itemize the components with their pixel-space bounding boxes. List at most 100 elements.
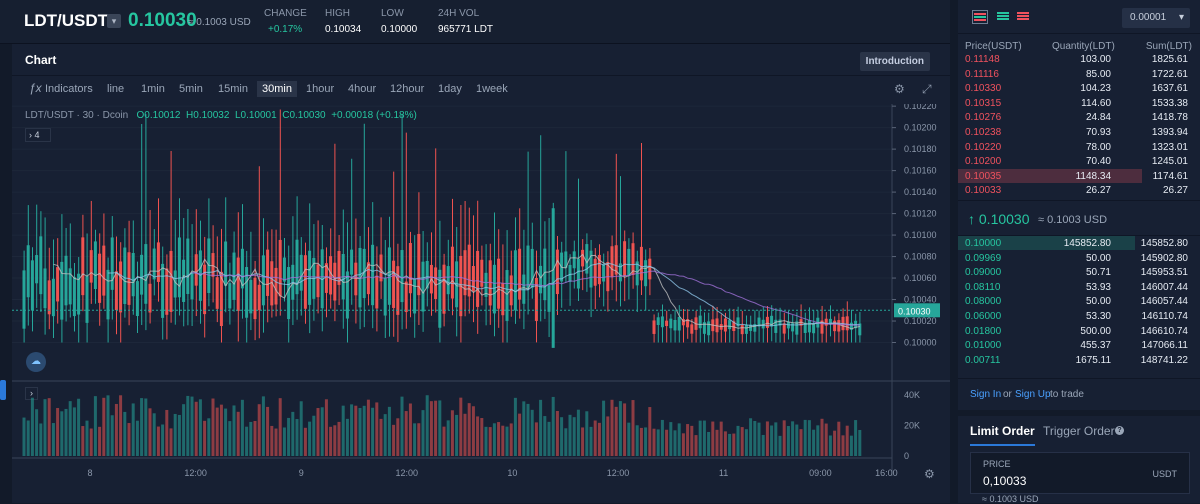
interval-1hour[interactable]: 1hour [306, 83, 335, 95]
volume-bar [249, 421, 253, 456]
gear-icon: ⚙ [924, 467, 935, 481]
candle-body [64, 255, 68, 306]
volume-bar [215, 407, 219, 456]
volume-bar [627, 422, 631, 456]
bid-row[interactable]: 0.08000 50.00 146057.44 [958, 294, 1200, 309]
moving-average-line [53, 253, 860, 330]
tab-trigger-order[interactable]: Trigger Order [1043, 424, 1115, 438]
legend-symbol: LDT/USDT · 30 · Dcoin [25, 110, 129, 121]
volume-bar [287, 417, 291, 456]
candle-body [593, 258, 597, 286]
ask-row[interactable]: 0.10200 70.40 1245.01 [958, 154, 1200, 169]
both-icon[interactable] [972, 10, 988, 24]
volume-bar [858, 429, 862, 456]
bid-row[interactable]: 0.01000 455.37 147066.11 [958, 338, 1200, 353]
stat-volume: 24H VOL 965771 LDT [438, 8, 493, 35]
ask-row[interactable]: 0.10315 114.60 1533.38 [958, 96, 1200, 111]
stat-label: HIGH [325, 8, 350, 19]
bid-row[interactable]: 0.01800 500.00 146610.74 [958, 324, 1200, 339]
price-approx-usd: ≈ 0.1003 USD [982, 494, 1039, 504]
bid-qty: 455.37 [1080, 340, 1111, 352]
indicators-button[interactable]: Indicators [45, 83, 93, 95]
ask-row[interactable]: 0.10220 78.00 1323.01 [958, 140, 1200, 155]
interval-1week[interactable]: 1week [476, 83, 508, 95]
ask-row[interactable]: 0.10033 26.27 26.27 [958, 183, 1200, 198]
chevron-down-icon[interactable]: ▾ [107, 14, 121, 28]
ask-row[interactable]: 0.10035 1148.34 1174.61 [958, 168, 1200, 184]
fullscreen-icon[interactable]: ⤢ [922, 82, 932, 96]
bid-row[interactable]: 0.10000 145852.80 145852.80 [958, 236, 1200, 251]
volume-bar [30, 397, 34, 456]
candle-body [526, 245, 530, 290]
bid-row[interactable]: 0.08110 53.93 146007.44 [958, 280, 1200, 295]
bids-list: 0.10000 145852.80 145852.80 0.09969 50.00 145… [958, 236, 1200, 374]
settings-icon[interactable]: ⚙ [894, 82, 905, 96]
asks-icon[interactable] [1016, 10, 1032, 24]
interval-12hour[interactable]: 12hour [390, 83, 425, 95]
volume-bar [442, 426, 446, 456]
interval-30min[interactable]: 30min [257, 81, 297, 97]
candle-body [849, 322, 853, 330]
candle-body [723, 318, 727, 332]
candle-body [270, 261, 274, 306]
volume-bar [207, 418, 211, 456]
time-tick-label: 09:00 [809, 468, 832, 478]
interval-4hour[interactable]: 4hour [348, 83, 377, 95]
ask-row[interactable]: 0.10330 104.23 1637.61 [958, 81, 1200, 96]
precision-select[interactable]: 0.00001 ▾ [1122, 8, 1190, 28]
volume-bar [161, 424, 165, 456]
bid-price: 0.01000 [965, 340, 1002, 352]
ask-row[interactable]: 0.10238 70.93 1393.94 [958, 125, 1200, 140]
candle-body [837, 320, 841, 332]
ask-qty: 85.00 [1085, 68, 1111, 80]
price-value[interactable]: 0,10033 [983, 474, 1027, 488]
bid-row[interactable]: 0.09969 50.00 145902.80 [958, 251, 1200, 266]
candlestick-chart[interactable]: 0.10220 0.10200 0.10180 0.10160 0.10140 0.101… [12, 104, 950, 489]
bid-price: 0.08110 [965, 281, 1001, 293]
pair-name[interactable]: LDT/USDT [24, 11, 109, 30]
side-drag-handle[interactable] [0, 380, 6, 400]
price-input[interactable]: PRICE 0,10033 USDT [970, 452, 1190, 494]
bid-row[interactable]: 0.09000 50.71 145953.51 [958, 265, 1200, 280]
ask-qty: 70.93 [1085, 126, 1111, 138]
info-icon[interactable]: ? [1115, 426, 1124, 435]
volume-bar [744, 429, 748, 456]
volume-bar [778, 435, 782, 456]
candles [22, 109, 862, 348]
volume-bar [396, 418, 400, 456]
indicator-collapse-button[interactable]: › 4 [25, 128, 51, 142]
bids-icon[interactable] [996, 10, 1012, 24]
bid-row[interactable]: 0.06000 53.30 146110.74 [958, 309, 1200, 324]
candle-body [114, 271, 118, 311]
volume-tick-label: 0 [904, 451, 909, 461]
volume-bar [362, 405, 366, 456]
volume-bar [194, 401, 198, 456]
ticker-bar: LDT/USDT ▾ 0.10030 ≈ 0.1003 USD CHANGE +… [0, 0, 950, 44]
candle-body [77, 273, 81, 315]
ask-row[interactable]: 0.11116 85.00 1722.61 [958, 67, 1200, 82]
interval-line[interactable]: line [107, 83, 125, 95]
ask-row[interactable]: 0.10276 24.84 1418.78 [958, 110, 1200, 125]
interval-15min[interactable]: 15min [218, 83, 248, 95]
volume-bar [849, 435, 853, 456]
bid-row[interactable]: 0.00711 1675.11 148741.22 [958, 353, 1200, 368]
volume-bar [547, 421, 551, 456]
volume-bar [543, 416, 547, 456]
interval-1min[interactable]: 1min [141, 83, 165, 95]
interval-5min[interactable]: 5min [179, 83, 203, 95]
introduction-button[interactable]: Introduction [859, 52, 930, 71]
bid-sum: 145902.80 [1140, 252, 1188, 264]
sign-up-link[interactable]: Sign Up [1015, 389, 1051, 400]
interval-1day[interactable]: 1day [438, 83, 462, 95]
sign-in-link[interactable]: Sign In [970, 389, 1002, 400]
candle-body [245, 267, 249, 318]
volume-bar [156, 426, 160, 456]
moving-average-line [192, 270, 860, 326]
fx-icon[interactable]: ƒx [29, 81, 42, 95]
ask-row[interactable]: 0.11148 103.00 1825.61 [958, 52, 1200, 67]
brand-logo-icon: ☁ [26, 352, 46, 372]
volume-bar [669, 422, 673, 456]
volume-bar [333, 425, 337, 456]
tab-limit-order[interactable]: Limit Order [970, 424, 1035, 446]
volume-bar [253, 420, 257, 456]
